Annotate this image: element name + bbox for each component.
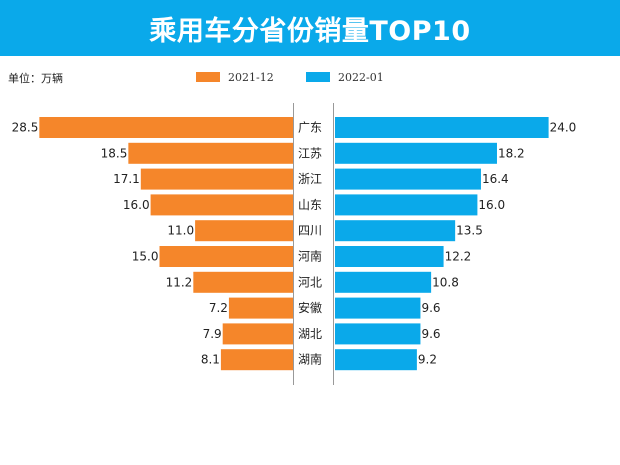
bar-2022-01 (335, 142, 497, 164)
value-label-2021-12: 7.2 (209, 301, 228, 315)
value-label-2022-01: 12.2 (445, 250, 472, 264)
value-label-2022-01: 16.4 (482, 172, 509, 186)
category-label: 四川 (298, 224, 322, 238)
category-label: 湖南 (298, 352, 322, 367)
bar-2021-12 (193, 271, 293, 293)
bars: 广东 28.5 24.0 江苏 18.5 18.2 浙江 17.1 16.4 山东 16.0 16.0… (12, 117, 577, 371)
value-label-2021-12: 8.1 (201, 353, 220, 367)
value-label-2021-12: 15.0 (132, 250, 159, 264)
value-label-2021-12: 16.0 (123, 198, 150, 212)
value-label-2022-01: 16.0 (478, 198, 505, 212)
value-label-2022-01: 9.2 (418, 353, 437, 367)
bar-2022-01 (335, 323, 421, 345)
category-label: 山东 (298, 198, 322, 212)
value-label-2022-01: 10.8 (432, 275, 459, 289)
category-label: 湖北 (298, 326, 322, 341)
legend-label-2021-12: 2021-12 (228, 71, 274, 84)
bar-2021-12 (222, 323, 293, 345)
bar-2021-12 (228, 297, 293, 319)
value-label-2021-12: 11.2 (166, 275, 193, 289)
unit-label: 单位：万辆 (8, 71, 63, 85)
bar-2021-12 (140, 168, 293, 190)
value-label-2021-12: 17.1 (113, 172, 140, 186)
legend: 2021-12 2022-01 (196, 71, 384, 84)
chart-title: 乘用车分省份销量TOP10 (149, 15, 471, 47)
value-label-2021-12: 7.9 (203, 327, 222, 341)
category-label: 河南 (298, 249, 322, 264)
bar-2022-01 (335, 349, 417, 371)
bar-2021-12 (128, 142, 293, 164)
category-label: 广东 (298, 121, 322, 135)
bar-2021-12 (159, 246, 293, 267)
bar-2021-12 (220, 349, 293, 371)
value-label-2022-01: 9.6 (421, 327, 440, 341)
value-label-2021-12: 11.0 (167, 224, 194, 238)
bar-2021-12 (150, 194, 293, 216)
bar-2022-01 (335, 194, 478, 216)
value-label-2022-01: 9.6 (421, 301, 440, 315)
value-label-2022-01: 18.2 (498, 146, 525, 160)
value-label-2022-01: 13.5 (456, 224, 483, 238)
legend-swatch-2021-12 (196, 72, 220, 82)
bar-2021-12 (39, 117, 293, 138)
bar-2021-12 (195, 220, 293, 242)
bar-2022-01 (335, 246, 444, 267)
value-label-2022-01: 24.0 (550, 121, 577, 135)
category-label: 浙江 (298, 172, 322, 186)
bar-2022-01 (335, 297, 421, 319)
category-label: 河北 (298, 275, 322, 289)
bar-2022-01 (335, 168, 481, 190)
title-banner: 乘用车分省份销量TOP10 (0, 0, 620, 56)
bar-2022-01 (335, 271, 432, 293)
legend-swatch-2022-01 (306, 72, 330, 82)
value-label-2021-12: 18.5 (101, 146, 128, 160)
legend-label-2022-01: 2022-01 (338, 71, 384, 84)
category-label: 江苏 (298, 146, 322, 160)
bar-2022-01 (335, 220, 456, 242)
value-label-2021-12: 28.5 (12, 121, 39, 135)
bar-2022-01 (335, 117, 549, 138)
category-label: 安徽 (298, 300, 322, 315)
